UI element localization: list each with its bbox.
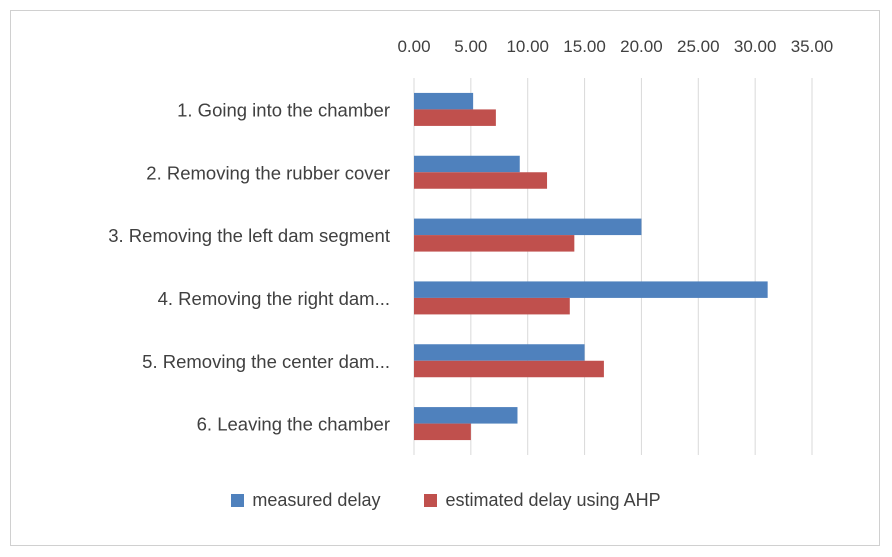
x-tick-label: 25.00: [677, 37, 720, 56]
legend-item-estimated: estimated delay using AHP: [424, 490, 661, 511]
x-tick-label: 0.00: [397, 37, 430, 56]
bar-estimated: [414, 109, 496, 126]
bar-estimated: [414, 297, 570, 315]
category-labels: 1. Going into the chamber 2. Removing the…: [108, 99, 390, 434]
category-label: 6. Leaving the chamber: [197, 414, 390, 435]
legend-label-estimated: estimated delay using AHP: [445, 490, 661, 510]
x-tick-label: 30.00: [734, 37, 777, 56]
bar-estimated: [414, 235, 575, 252]
x-tick-label: 15.00: [563, 37, 606, 56]
bar-measured: [414, 92, 474, 110]
legend-item-measured: measured delay: [231, 490, 380, 511]
bar-measured: [414, 155, 520, 173]
legend-swatch-measured: [231, 494, 245, 507]
bar-estimated: [414, 172, 548, 189]
x-tick-label: 35.00: [791, 37, 834, 56]
category-label: 3. Removing the left dam segment: [108, 225, 390, 246]
x-tick-label: 5.00: [454, 37, 487, 56]
bar-measured: [414, 218, 642, 236]
gridlines: [413, 78, 813, 455]
category-label: 4. Removing the right dam...: [158, 288, 390, 309]
category-label: 2. Removing the rubber cover: [146, 162, 390, 183]
legend-label-measured: measured delay: [252, 490, 381, 510]
legend-swatch-estimated: [424, 494, 438, 507]
bar-measured: [414, 407, 518, 424]
x-tick-label: 20.00: [620, 37, 663, 56]
bar-measured: [414, 344, 585, 361]
bar-measured: [414, 281, 768, 298]
bar-estimated: [414, 423, 471, 441]
bar-estimated: [414, 360, 604, 378]
x-tick-label: 10.00: [506, 37, 549, 56]
legend: measured delay estimated delay using AHP: [0, 490, 892, 511]
x-axis-ticks: 0.00 5.00 10.00 15.00 20.00 25.00 30.00 35.00: [397, 37, 833, 56]
bars: [414, 92, 768, 441]
category-label: 1. Going into the chamber: [177, 99, 390, 120]
category-label: 5. Removing the center dam...: [142, 351, 390, 372]
